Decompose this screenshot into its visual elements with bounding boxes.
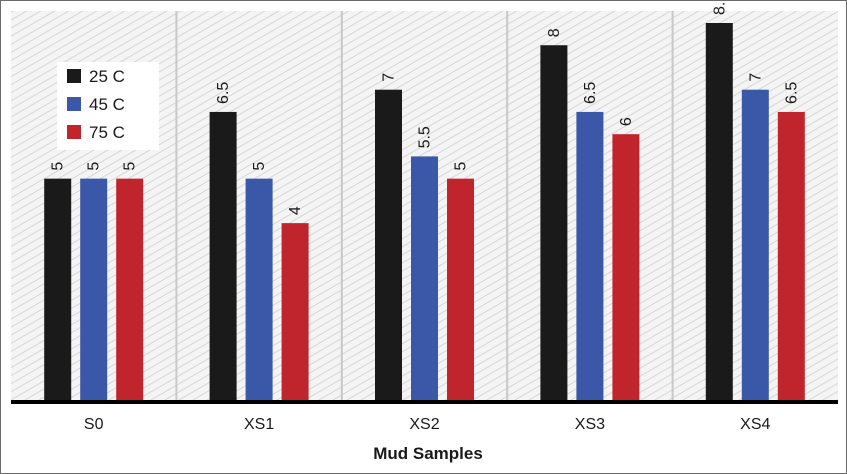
legend-label: 75 C	[89, 123, 125, 142]
x-tick-label: XS1	[244, 416, 274, 433]
legend-swatch	[67, 97, 81, 111]
bar-xs3-series-3	[612, 134, 640, 402]
legend-label: 45 C	[89, 95, 125, 114]
legend-label: 25 C	[89, 67, 125, 86]
bar-s0-series-3	[116, 178, 144, 401]
bar-xs4-series-3	[777, 111, 805, 402]
data-label: 5	[50, 162, 67, 171]
bar-xs3-series-2	[576, 111, 604, 402]
data-label: 7	[381, 73, 398, 82]
x-axis-title: Mud Samples	[373, 444, 483, 463]
x-tick-label: XS2	[409, 416, 439, 433]
bar-group	[44, 23, 805, 402]
category-separators	[175, 11, 674, 401]
data-label: 5	[251, 162, 268, 171]
value-labels: 5 5 5 6.5 5 4 7 5.5 5 8 6.5 6 8.5 7 6.5	[50, 1, 801, 215]
data-label: 8.5	[711, 1, 728, 15]
data-label: 6.5	[582, 82, 599, 104]
x-tick-label: S0	[84, 416, 104, 433]
x-axis-tick-labels: S0 XS1 XS2 XS3 XS4	[84, 416, 771, 433]
legend: 25 C 45 C 75 C	[57, 62, 159, 150]
data-label: 4	[287, 206, 304, 215]
bar-xs1-series-2	[245, 178, 273, 401]
data-label: 6.5	[215, 82, 232, 104]
bar-xs3-series-1	[540, 45, 568, 402]
bar-xs2-series-1	[375, 89, 402, 402]
bar-s0-series-1	[44, 178, 72, 401]
data-label: 5	[453, 162, 470, 171]
data-label: 7	[747, 73, 764, 82]
data-label: 8	[546, 28, 563, 37]
bar-xs4-series-2	[741, 89, 769, 402]
bar-xs2-series-2	[411, 156, 438, 401]
data-label: 5	[86, 162, 103, 171]
x-tick-label: XS3	[575, 416, 605, 433]
legend-swatch	[67, 125, 81, 139]
data-label: 5	[122, 162, 139, 171]
data-label: 5.5	[417, 126, 434, 148]
x-tick-label: XS4	[740, 416, 770, 433]
legend-swatch	[67, 69, 81, 83]
bar-s0-series-2	[80, 178, 108, 401]
bar-xs1-series-3	[281, 223, 309, 401]
data-label: 6	[618, 117, 635, 126]
bar-xs4-series-1	[705, 23, 733, 401]
bar-xs2-series-3	[447, 178, 474, 401]
data-label: 6.5	[783, 82, 800, 104]
bar-xs1-series-1	[209, 111, 237, 402]
